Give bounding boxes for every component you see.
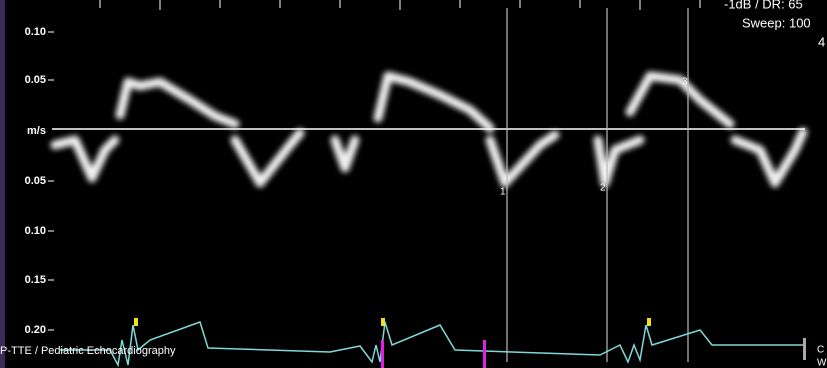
side-strip — [0, 0, 5, 368]
axis-unit: m/s — [27, 125, 46, 137]
ecg-markers — [134, 318, 651, 326]
axis-label: 0.15 — [25, 274, 46, 286]
cursor-label: 2 — [600, 183, 606, 194]
cursor-label: 1 — [500, 187, 506, 198]
doppler-view: 0.10 0.05 m/s 0.05 0.10 0.15 0.20 -1dB /… — [0, 0, 827, 368]
axis-label: 0.10 — [25, 26, 46, 38]
event-markers — [381, 340, 486, 368]
scroll-marker — [803, 338, 806, 360]
axis-label: 0.10 — [25, 225, 46, 237]
axis-label: 0.05 — [25, 74, 46, 86]
top-ticks — [100, 0, 700, 10]
axis-ticks — [48, 32, 54, 330]
right-label: C — [817, 345, 824, 356]
axis-label: 0.05 — [25, 175, 46, 187]
gain-setting: -1dB / DR: 65 — [724, 0, 803, 11]
right-label: W — [817, 358, 827, 368]
axis-label: 0.20 — [25, 324, 46, 336]
ecg-trace — [60, 322, 805, 365]
axis-labels: 0.10 0.05 m/s 0.05 0.10 0.15 0.20 — [25, 26, 46, 336]
cursor-lines — [507, 8, 688, 362]
setting-value: 4 — [818, 34, 825, 49]
cursor-label: 3 — [682, 77, 688, 88]
sweep-setting: Sweep: 100 — [742, 15, 811, 30]
doppler-screen: 0.10 0.05 m/s 0.05 0.10 0.15 0.20 -1dB /… — [0, 0, 827, 368]
study-label: P-TTE / Pediatric Echocardiography — [0, 345, 176, 357]
